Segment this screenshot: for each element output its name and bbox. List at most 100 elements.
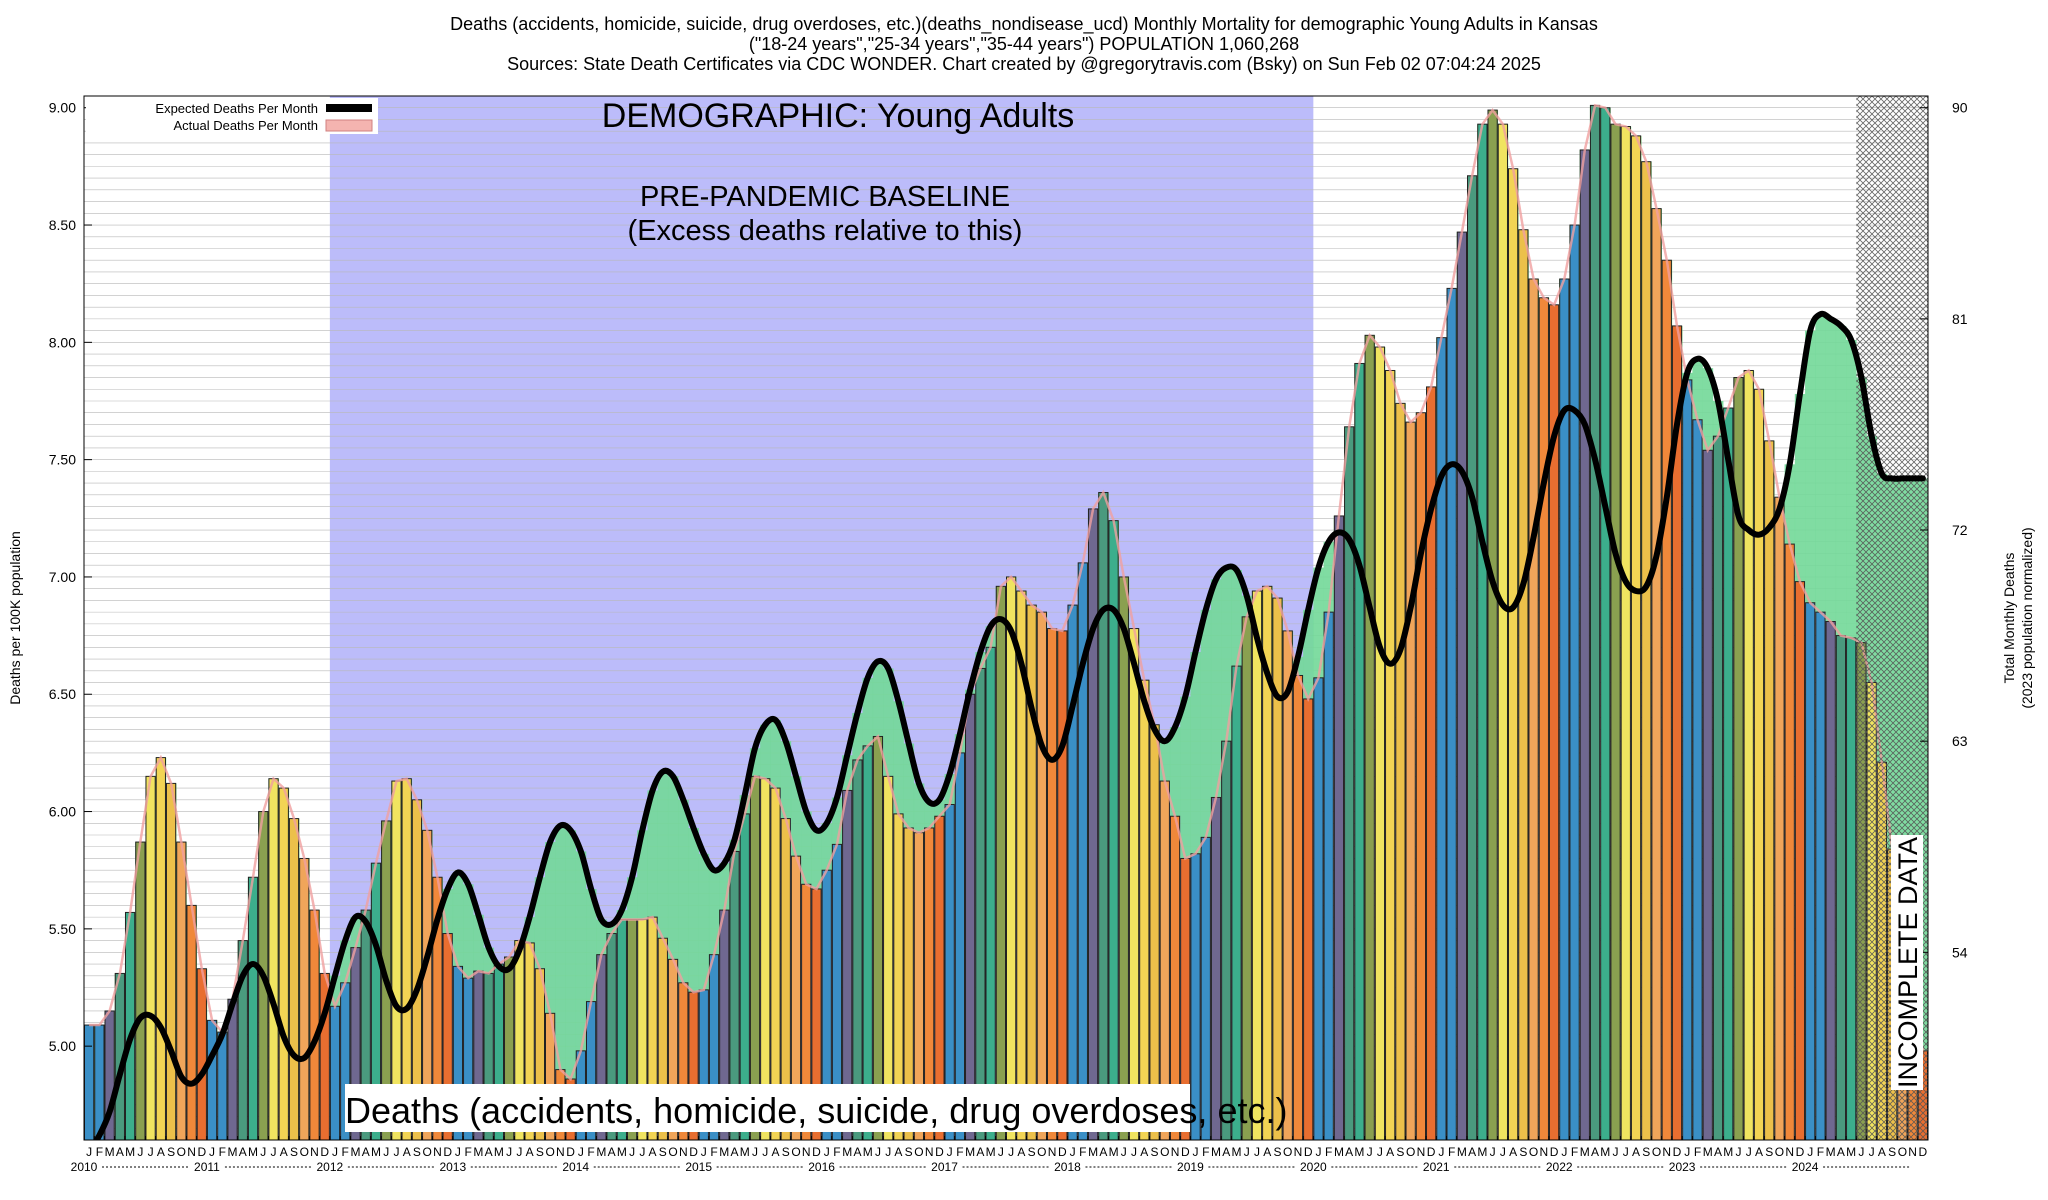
x-month-label: A bbox=[1099, 1145, 1107, 1159]
x-month-label: F bbox=[1079, 1145, 1086, 1159]
expected-line bbox=[93, 310, 1926, 1140]
x-year-label: 2022 bbox=[1546, 1160, 1573, 1174]
x-month-label: F bbox=[587, 1145, 594, 1159]
x-month-label: F bbox=[219, 1145, 226, 1159]
x-month-label: J bbox=[639, 1145, 645, 1159]
x-month-label: J bbox=[332, 1145, 338, 1159]
x-month-label: J bbox=[1869, 1145, 1875, 1159]
x-month-label: S bbox=[167, 1145, 175, 1159]
actual-bar bbox=[135, 841, 146, 1140]
x-month-label: D bbox=[1673, 1145, 1682, 1159]
actual-bar bbox=[84, 1024, 95, 1140]
x-month-label: M bbox=[1109, 1145, 1119, 1159]
x-month-label: M bbox=[494, 1145, 504, 1159]
excess-fill bbox=[1303, 609, 1314, 699]
actual-bar bbox=[1723, 407, 1734, 1140]
actual-bar bbox=[1764, 440, 1775, 1140]
x-month-label: O bbox=[668, 1145, 677, 1159]
x-month-label: J bbox=[1858, 1145, 1864, 1159]
excess-fill bbox=[1159, 741, 1171, 782]
excess-fill bbox=[708, 870, 720, 955]
excess-fill bbox=[903, 743, 915, 828]
x-month-label: D bbox=[1550, 1145, 1559, 1159]
excess-fill bbox=[524, 917, 536, 943]
actual-bar bbox=[1354, 362, 1365, 1140]
x-month-label: D bbox=[1919, 1145, 1928, 1159]
actual-bar bbox=[1743, 369, 1754, 1140]
incomplete-data-label: INCOMPLETE DATA bbox=[1893, 837, 1923, 1088]
excess-fill bbox=[463, 884, 474, 979]
x-month-label: A bbox=[1509, 1145, 1517, 1159]
x-year-label: 2013 bbox=[439, 1160, 466, 1174]
y2-tick-label: 54 bbox=[1952, 944, 1968, 960]
excess-fill bbox=[801, 811, 812, 885]
excess-fill bbox=[657, 771, 669, 939]
excess-fill bbox=[811, 830, 822, 889]
actual-bar bbox=[278, 787, 289, 1140]
actual-bar bbox=[1313, 677, 1324, 1140]
x-month-label: M bbox=[1457, 1145, 1467, 1159]
x-month-label: M bbox=[350, 1145, 360, 1159]
excess-fill bbox=[872, 661, 884, 737]
actual-bar bbox=[1364, 334, 1375, 1140]
x-month-label: S bbox=[1028, 1145, 1036, 1159]
x-month-label: N bbox=[556, 1145, 565, 1159]
x-month-label: D bbox=[1304, 1145, 1313, 1159]
x-year-label: 2012 bbox=[317, 1160, 344, 1174]
actual-bar bbox=[1630, 135, 1642, 1140]
x-month-label: A bbox=[1140, 1145, 1148, 1159]
y-tick-label: 8.00 bbox=[49, 334, 76, 350]
actual-bar bbox=[1139, 679, 1150, 1140]
excess-fill bbox=[585, 888, 597, 1002]
x-month-label: J bbox=[455, 1145, 461, 1159]
legend-actual-label: Actual Deaths Per Month bbox=[173, 118, 318, 133]
x-month-label: F bbox=[96, 1145, 103, 1159]
excess-fill bbox=[637, 830, 648, 920]
excess-fill bbox=[719, 863, 730, 911]
x-month-label: F bbox=[1694, 1145, 1701, 1159]
demographic-annotation: DEMOGRAPHIC: Young Adults bbox=[602, 97, 1074, 135]
actual-bar bbox=[1272, 597, 1283, 1140]
x-month-label: O bbox=[423, 1145, 432, 1159]
x-month-label: S bbox=[1273, 1145, 1281, 1159]
y-tick-label: 7.00 bbox=[49, 569, 76, 585]
excess-fill bbox=[534, 877, 546, 969]
x-month-label: M bbox=[1703, 1145, 1713, 1159]
x-month-label: M bbox=[473, 1145, 483, 1159]
excess-fill bbox=[770, 720, 781, 789]
actual-bar bbox=[1087, 508, 1099, 1140]
excess-fill bbox=[606, 924, 618, 934]
chart-subtitle-population: ("18-24 years","25-34 years","35-44 year… bbox=[748, 34, 1300, 54]
x-month-label: S bbox=[290, 1145, 298, 1159]
x-month-label: S bbox=[1396, 1145, 1404, 1159]
x-month-label: M bbox=[105, 1145, 115, 1159]
y2-axis-label-line1: Total Monthly Deaths bbox=[2001, 553, 2017, 684]
x-month-label: N bbox=[925, 1145, 934, 1159]
actual-bar bbox=[1046, 628, 1058, 1140]
actual-bar bbox=[1846, 637, 1857, 1140]
y2-tick-label: 72 bbox=[1952, 522, 1968, 538]
actual-bar bbox=[1825, 621, 1836, 1140]
actual-bar bbox=[954, 752, 966, 1140]
x-month-label: M bbox=[1354, 1145, 1364, 1159]
actual-bar bbox=[299, 857, 310, 1140]
x-month-label: O bbox=[1160, 1145, 1169, 1159]
excess-fill bbox=[442, 888, 454, 934]
actual-bar bbox=[1333, 515, 1345, 1140]
x-month-label: A bbox=[1714, 1145, 1722, 1159]
actual-bar bbox=[1405, 421, 1416, 1140]
actual-bar bbox=[1753, 388, 1765, 1140]
x-month-label: N bbox=[679, 1145, 688, 1159]
excess-fill bbox=[1784, 464, 1796, 545]
actual-bar bbox=[1210, 796, 1222, 1140]
excess-fill bbox=[831, 797, 843, 845]
actual-bar bbox=[975, 667, 986, 1140]
excess-fill bbox=[924, 802, 935, 828]
x-month-label: A bbox=[1222, 1145, 1230, 1159]
x-month-label: F bbox=[1448, 1145, 1455, 1159]
x-month-label: F bbox=[833, 1145, 840, 1159]
x-month-label: J bbox=[1377, 1145, 1383, 1159]
actual-bar bbox=[1712, 435, 1724, 1140]
x-month-label: A bbox=[649, 1145, 657, 1159]
